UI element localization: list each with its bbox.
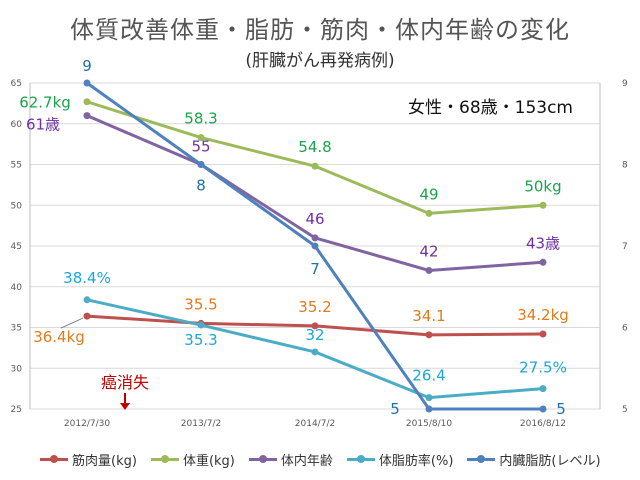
legend-label: 体内年齢 <box>280 454 333 469</box>
x-tick-label: 2012/7/30 <box>64 419 110 429</box>
legend-item: 体脂肪率(%) <box>346 450 454 469</box>
annotation-label: 癌消失 <box>101 373 149 392</box>
series-line <box>86 100 544 215</box>
data-label: 5 <box>390 400 400 418</box>
y-left-tick-label: 60 <box>11 120 23 130</box>
data-label: 36.4kg <box>33 328 85 346</box>
data-point <box>197 134 205 142</box>
data-point <box>425 331 433 339</box>
y-right-tick-label: 9 <box>622 79 628 89</box>
y-left-tick-label: 65 <box>11 79 22 89</box>
legend-item: 筋肉量(kg) <box>40 450 137 469</box>
y-left-tick-label: 40 <box>11 283 23 293</box>
data-label: 35.3 <box>184 331 217 349</box>
legend-item: 体内年齢 <box>248 450 333 469</box>
data-label: 9 <box>82 57 92 75</box>
legend-label: 筋肉量(kg) <box>72 454 137 469</box>
data-point <box>311 348 319 356</box>
chart-subtitle: (肝臓がん再発病例) <box>245 51 395 71</box>
label-leader-line <box>60 317 84 329</box>
data-point <box>83 98 91 106</box>
data-label: 7 <box>310 260 320 278</box>
data-point <box>83 296 91 304</box>
y-right-tick-label: 5 <box>622 405 628 415</box>
y-left-tick-label: 55 <box>11 161 22 171</box>
y-left-tick-label: 35 <box>11 324 22 334</box>
data-point <box>311 162 319 170</box>
data-point <box>197 321 205 329</box>
data-label: 46 <box>305 210 324 228</box>
chart-legend: 筋肉量(kg) 体重(kg) 体内年齢 体脂肪率(%) 内臓脂肪(レベル) <box>40 450 640 469</box>
chart-title: 体質改善体重・脂肪・筋肉・体内年齢の変化 <box>70 16 570 44</box>
data-point <box>425 266 433 274</box>
x-tick-label: 2014/7/2 <box>295 419 335 429</box>
data-point <box>83 312 91 320</box>
data-point <box>311 322 319 330</box>
x-tick-label: 2015/8/10 <box>406 419 452 429</box>
legend-swatch <box>150 455 179 463</box>
data-label: 34.2kg <box>517 306 569 324</box>
data-label: 34.1 <box>412 307 445 325</box>
data-label: 49 <box>419 185 438 203</box>
legend-swatch <box>346 455 375 463</box>
data-point <box>311 242 319 250</box>
data-point <box>83 112 91 120</box>
data-label: 32 <box>305 326 324 344</box>
legend-swatch <box>467 455 496 463</box>
x-tick-label: 2013/7/2 <box>181 419 221 429</box>
data-point <box>197 161 205 168</box>
y-left-tick-label: 30 <box>11 364 23 374</box>
data-point <box>539 330 547 338</box>
legend-item: 内臓脂肪(レベル) <box>467 450 601 469</box>
data-point <box>539 201 547 209</box>
data-label: 42 <box>419 242 438 260</box>
y-right-tick-label: 8 <box>622 161 628 171</box>
data-label: 8 <box>196 177 206 195</box>
data-point <box>311 234 319 242</box>
annotation-arrow-head <box>120 403 130 410</box>
data-label: 54.8 <box>298 138 331 156</box>
patient-info: 女性・68歳・153cm <box>408 98 573 118</box>
y-left-tick-label: 50 <box>11 201 23 211</box>
legend-item: 体重(kg) <box>150 450 235 469</box>
data-label: 61歳 <box>26 116 60 134</box>
data-label: 35.5 <box>184 295 217 313</box>
data-point <box>425 209 433 217</box>
legend-label: 内臓脂肪(レベル) <box>499 454 601 469</box>
data-point <box>539 385 547 393</box>
data-label: 62.7kg <box>19 94 71 112</box>
legend-label: 体重(kg) <box>182 454 235 469</box>
data-label: 50kg <box>524 177 561 195</box>
data-label: 27.5% <box>519 359 567 377</box>
y-left-tick-label: 45 <box>11 242 22 252</box>
data-point <box>425 394 433 402</box>
data-label: 26.4 <box>412 367 445 385</box>
data-point <box>425 405 433 413</box>
data-label: 43歳 <box>526 234 560 252</box>
data-point <box>83 79 91 87</box>
y-left-tick-label: 25 <box>11 405 22 415</box>
data-point <box>539 258 547 266</box>
legend-label: 体脂肪率(%) <box>378 454 454 469</box>
y-right-tick-label: 6 <box>622 324 628 334</box>
data-label: 38.4% <box>63 269 111 287</box>
data-label: 5 <box>556 400 566 418</box>
legend-swatch <box>248 455 277 463</box>
y-right-tick-label: 7 <box>622 242 628 252</box>
data-label: 58.3 <box>184 110 217 128</box>
data-label: 55 <box>191 138 210 156</box>
data-label: 35.2 <box>298 298 331 316</box>
legend-swatch <box>40 455 68 463</box>
data-point <box>539 405 547 413</box>
x-tick-label: 2016/8/12 <box>520 419 566 429</box>
